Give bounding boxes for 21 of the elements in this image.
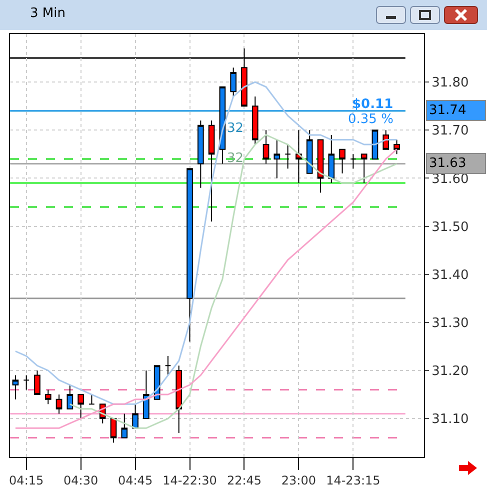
y-tick-label: 31.30 xyxy=(432,316,469,331)
ref-line-label: 31.63 xyxy=(429,156,466,171)
y-tick-label: 31.40 xyxy=(432,268,469,283)
chart-title: 3 Min xyxy=(30,6,66,21)
annotation: 32 xyxy=(227,121,244,136)
annotation: $0.11 xyxy=(352,97,394,112)
x-tick-label: 14-22:30 xyxy=(162,473,217,488)
ref-line-label: 31.74 xyxy=(429,103,466,118)
x-tick-label: 04:45 xyxy=(118,473,153,488)
y-tick-label: 31.70 xyxy=(432,124,469,139)
x-tick-label: 22:45 xyxy=(226,473,262,488)
annotation: 32 xyxy=(227,151,244,166)
annotation: 0.35 % xyxy=(348,112,394,127)
x-tick-label: 23:00 xyxy=(281,473,316,488)
y-tick-label: 31.20 xyxy=(432,364,469,380)
y-tick-label: 31.50 xyxy=(432,220,469,235)
x-tick-label: 04:15 xyxy=(9,473,44,488)
x-tick-label: 04:30 xyxy=(64,473,98,488)
x-tick-label: 14-23:15 xyxy=(326,473,380,488)
y-tick-label: 31.80 xyxy=(432,76,469,91)
y-tick-label: 31.10 xyxy=(432,412,469,428)
